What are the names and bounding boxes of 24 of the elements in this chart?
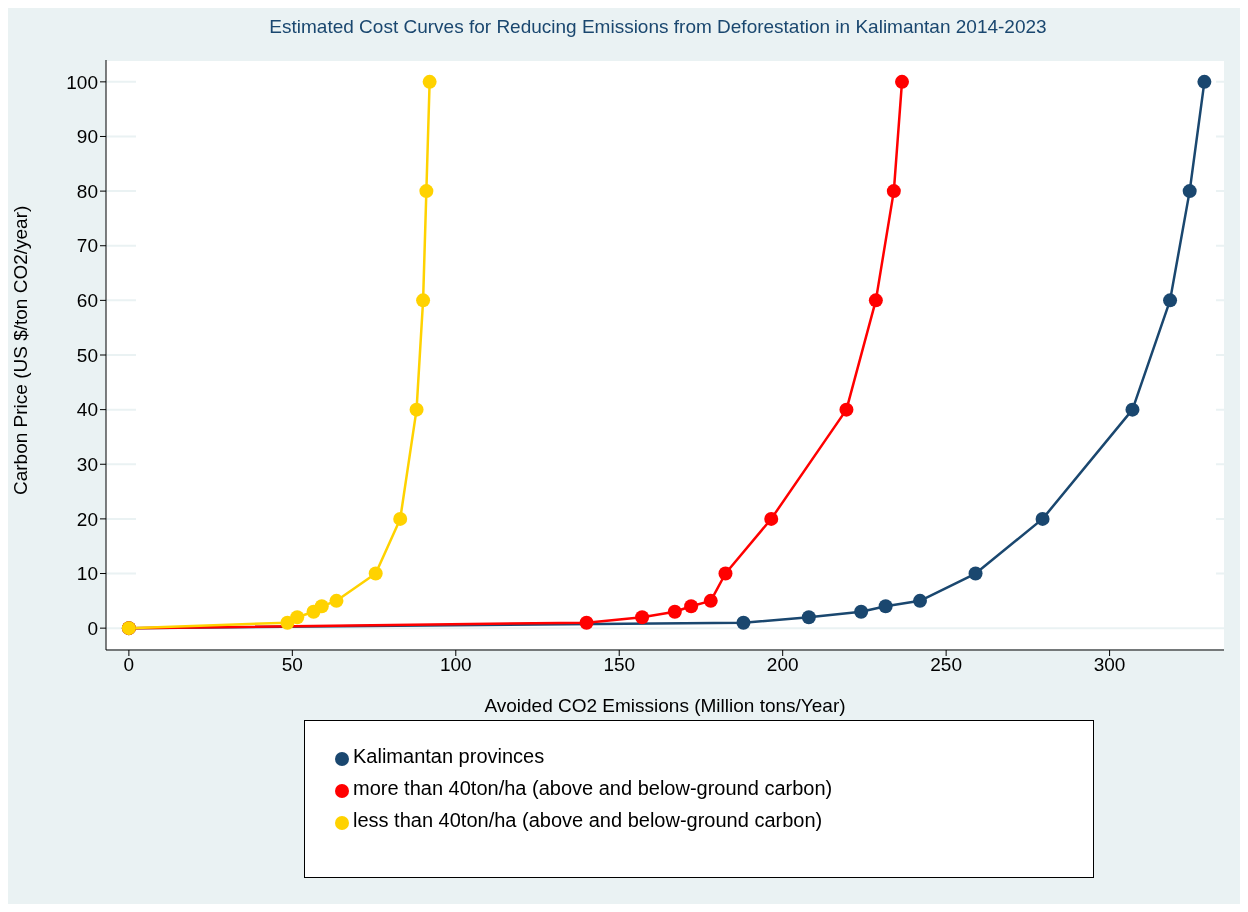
x-tick-label: 150 (603, 654, 636, 676)
x-axis-title: Avoided CO2 Emissions (Million tons/Year) (484, 695, 846, 716)
legend-label: Kalimantan provinces (353, 745, 545, 767)
x-tick-label: 300 (1093, 654, 1126, 676)
x-tick-label: 0 (123, 654, 135, 676)
x-tick-label: 100 (439, 654, 472, 676)
y-tick-label: 50 (76, 344, 98, 366)
y-tick-label: 10 (76, 563, 98, 585)
y-tick-label: 80 (76, 180, 98, 202)
x-tick-label: 50 (281, 654, 303, 676)
chart-title: Estimated Cost Curves for Reducing Emissions from Deforestation in Kalimantan 2014-2023 (268, 16, 1048, 38)
y-tick-label: 60 (76, 290, 98, 312)
x-tick-label: 250 (930, 654, 962, 676)
y-tick-label: 0 (87, 617, 98, 639)
y-tick-label: 40 (76, 399, 98, 421)
y-tick-label: 70 (76, 235, 98, 257)
y-axis-title: Carbon Price (US $/ton CO2/year) (9, 205, 31, 495)
legend-label: more than 40ton/ha (above and below-ground carbon) (353, 777, 833, 799)
y-tick-label: 100 (66, 71, 98, 93)
y-tick-label: 30 (76, 454, 98, 475)
legend-label: less than 40ton/ha (above and below-ground carbon) (353, 809, 823, 831)
y-tick-label: 20 (76, 508, 98, 530)
y-tick-label: 90 (76, 126, 98, 148)
x-tick-label: 200 (766, 654, 799, 676)
